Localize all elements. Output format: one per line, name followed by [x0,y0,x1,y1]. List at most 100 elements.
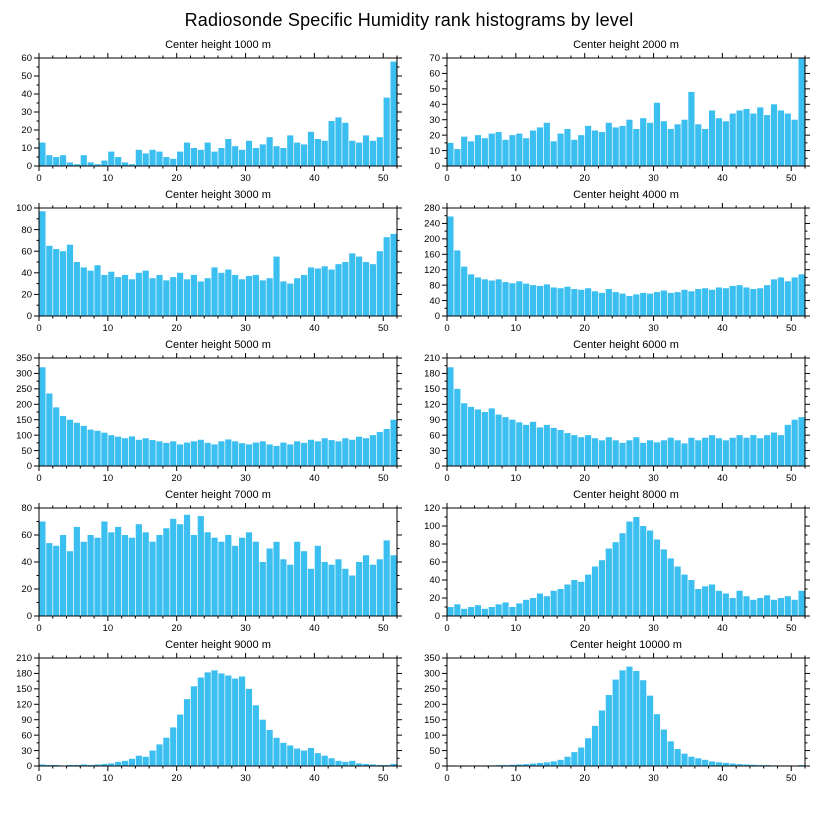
histogram-bar [135,272,142,316]
histogram-bar [142,270,149,316]
x-tick-label: 30 [240,773,251,784]
histogram-bar [369,435,376,466]
histogram-bar [335,441,342,466]
histogram-bar [128,436,136,466]
x-tick-label: 10 [103,623,114,634]
histogram-bar [743,437,750,466]
y-tick-label: 30 [429,115,440,126]
y-tick-label: 90 [21,715,32,726]
histogram-bar [349,439,356,466]
histogram-bar [245,688,253,766]
x-tick-label: 50 [378,773,389,784]
subplot-title: Center height 8000 m [573,489,679,501]
histogram-bar [232,146,239,166]
histogram-bar [729,598,736,616]
histogram-bar [46,764,53,766]
y-tick-label: 80 [21,225,32,236]
histogram-bar [287,283,294,316]
histogram-bar [708,584,716,616]
y-tick-label: 250 [424,684,440,695]
histogram-bar [536,593,544,616]
histogram-bar [149,278,156,316]
histogram-bar [633,437,640,466]
histogram-bar [660,729,667,766]
histogram-bar [715,287,723,316]
histogram-bar [314,139,321,166]
histogram-bar [516,133,523,166]
x-tick-label: 10 [511,323,522,334]
histogram-bar [640,680,647,766]
y-tick-label: 40 [429,575,440,586]
histogram-bar [342,761,349,766]
histogram-bar [252,442,259,466]
y-tick-label: 0 [435,461,440,472]
plot-frame [446,657,806,767]
histogram-bar [101,521,108,616]
histogram-bar [523,424,530,466]
histogram-canvas: 0 10 20 30 40 50 0 10 20 30 40 50 60 70 [429,53,810,184]
histogram-bar [777,277,784,316]
y-tick-label: 0 [27,611,32,622]
histogram-bar [674,124,681,166]
x-tick-label: 0 [444,773,449,784]
histogram-bar [170,518,177,616]
histogram-bar [190,148,197,166]
histogram-bar [536,285,544,316]
histogram-bar [468,607,475,616]
histogram-bar [578,289,585,316]
histogram-bar [53,407,60,466]
histogram-bar [328,440,335,466]
histogram-bar [149,750,156,766]
x-tick-label: 50 [786,623,797,634]
histogram-bar [722,440,729,466]
histogram-bar [225,269,232,316]
histogram-bar [708,110,716,166]
histogram-bar [211,151,218,166]
histogram-bar [736,285,743,316]
histogram-bar [461,403,468,466]
y-tick-label: 150 [16,684,32,695]
histogram-bar [170,158,177,166]
histogram-bar [232,274,239,316]
histogram-bar [585,125,592,166]
x-tick-label: 0 [444,323,449,334]
histogram-bar [80,541,87,616]
histogram-bar [529,421,537,466]
histogram-bar [578,747,585,766]
y-tick-label: 120 [424,399,440,410]
histogram-bar [259,144,266,166]
histogram-bar [770,599,778,616]
histogram-bar [454,250,461,316]
histogram-bar [564,433,571,466]
y-tick-label: 0 [27,461,32,472]
histogram-bar [218,441,225,466]
x-tick-label: 50 [786,773,797,784]
histogram-bar [447,142,454,166]
histogram-bar [356,142,363,166]
histogram-bar [516,764,523,766]
histogram-bar [280,148,287,166]
axis-labels: 0 10 20 30 40 50 0 20 40 60 80 100 [16,203,388,334]
histogram-bar [605,289,612,316]
histogram-bar [468,406,475,466]
histogram-bar [273,445,280,466]
y-tick-label: 10 [429,146,440,157]
histogram-bar [280,559,287,616]
histogram-bar [321,266,328,316]
histogram-bar [681,574,688,616]
y-tick-label: 50 [21,71,32,82]
histogram-bar [46,393,53,466]
histogram-bar [612,127,619,166]
plot-frame [38,57,398,167]
histogram-bar [66,551,74,616]
histogram-bar [454,149,461,166]
x-tick-label: 20 [171,623,182,634]
x-tick-label: 40 [717,473,728,484]
subplot-level-6: Center height 6000 m 0 10 20 30 40 50 0 30 60 90 12… [411,339,815,485]
histogram-bar [349,575,356,616]
histogram-canvas: 0 10 20 30 40 50 0 10 20 30 40 50 60 [21,53,402,184]
histogram-bars [39,514,397,616]
histogram-bar [280,742,287,766]
y-tick-label: 20 [429,593,440,604]
histogram-bar [60,535,67,616]
